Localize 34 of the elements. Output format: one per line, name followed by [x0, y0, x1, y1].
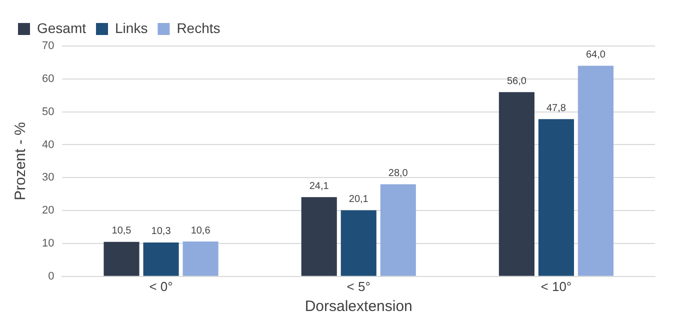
- y-tick-label: 70: [42, 40, 54, 52]
- x-tick-label: < 0°: [149, 278, 173, 294]
- legend-label: Gesamt: [37, 20, 86, 36]
- data-label: 56,0: [506, 76, 527, 87]
- data-label: 10,5: [112, 226, 132, 237]
- data-label: 47,8: [546, 102, 566, 114]
- legend-label: Links: [115, 20, 148, 36]
- x-tick-label: < 5°: [346, 278, 370, 294]
- y-tick-label: 30: [42, 172, 54, 184]
- bar: [498, 92, 534, 276]
- bar: [340, 210, 376, 276]
- data-label: 10,6: [190, 225, 211, 236]
- y-tick-label: 0: [48, 270, 54, 282]
- bar: [182, 242, 218, 276]
- data-label: 20,1: [348, 194, 369, 205]
- data-label: 28,0: [388, 168, 408, 179]
- bar: [538, 119, 574, 276]
- data-label: 10,3: [151, 226, 172, 238]
- bar: [104, 242, 140, 276]
- x-axis-title: Dorsalextension: [304, 298, 412, 316]
- y-tick-label: 50: [42, 106, 54, 118]
- y-tick-label: 10: [42, 238, 54, 250]
- x-tick-label: < 10°: [540, 278, 572, 294]
- y-tick-label: 60: [42, 72, 54, 85]
- legend-label: Rechts: [176, 20, 220, 36]
- y-axis-title: Prozent - %: [12, 122, 30, 200]
- y-tick-label: 40: [42, 138, 54, 151]
- bar: [143, 242, 179, 276]
- data-label: 64,0: [586, 50, 606, 60]
- bar: [380, 184, 416, 276]
- bar: [301, 197, 337, 276]
- bar: [578, 66, 614, 276]
- data-label: 24,1: [309, 180, 330, 192]
- y-tick-label: 20: [42, 204, 54, 217]
